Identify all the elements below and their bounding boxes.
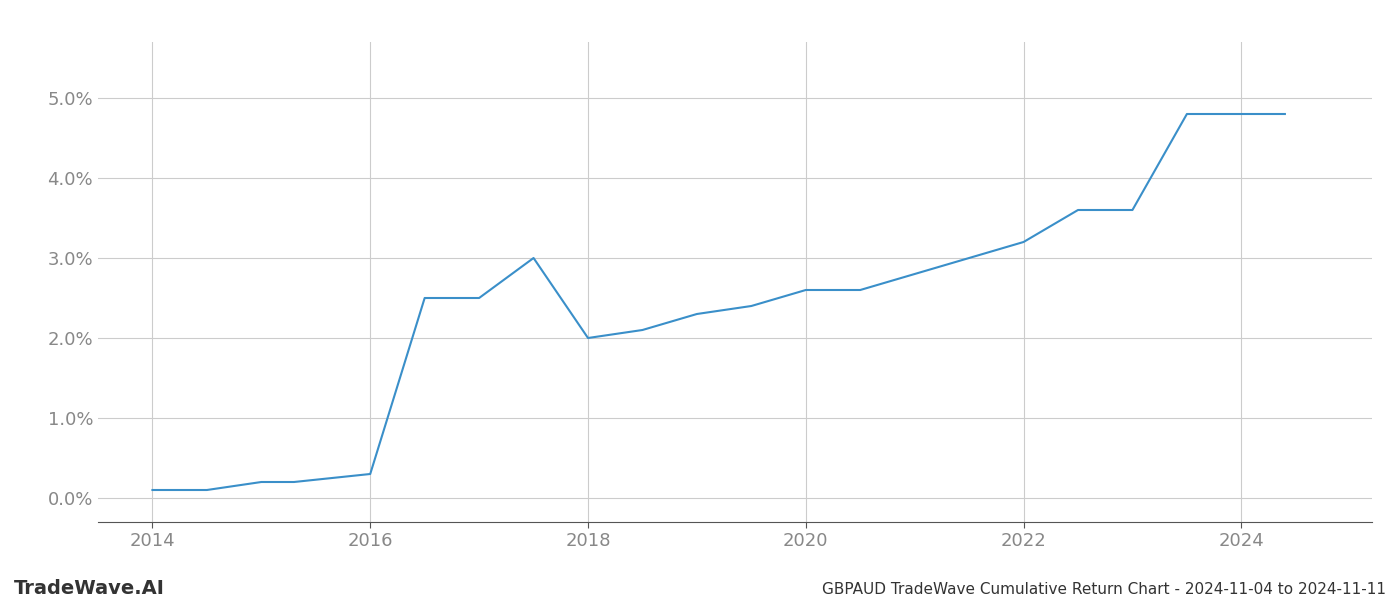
Text: GBPAUD TradeWave Cumulative Return Chart - 2024-11-04 to 2024-11-11: GBPAUD TradeWave Cumulative Return Chart… <box>822 582 1386 597</box>
Text: TradeWave.AI: TradeWave.AI <box>14 579 165 598</box>
